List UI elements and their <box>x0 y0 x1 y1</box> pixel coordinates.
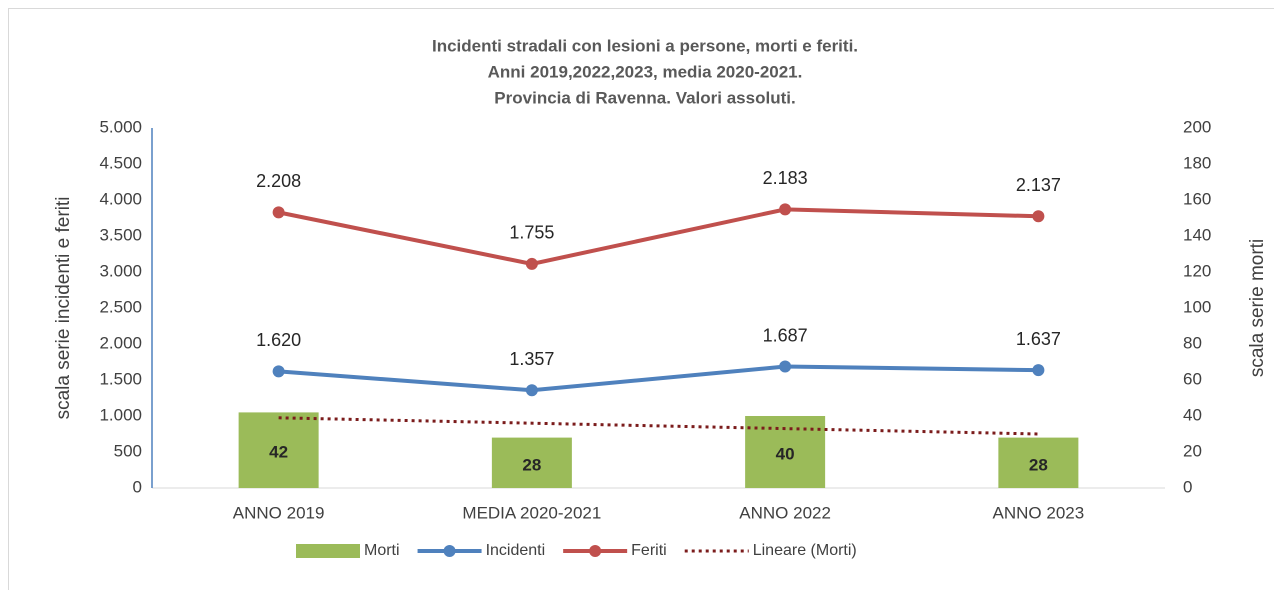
y2-tick-label: 60 <box>1183 369 1202 388</box>
y2-tick-label: 80 <box>1183 333 1202 352</box>
line-point <box>779 203 792 216</box>
bar-label: 42 <box>269 443 288 462</box>
y-tick-label: 2.000 <box>99 333 142 352</box>
legend-swatch <box>443 545 456 557</box>
line-point <box>1032 364 1045 377</box>
line-point <box>1032 210 1045 223</box>
legend-label: Morti <box>364 542 400 559</box>
line <box>278 364 1039 393</box>
y-tick-label: 1.500 <box>99 369 142 388</box>
legend-label: Incidenti <box>486 542 546 559</box>
line <box>278 207 1039 266</box>
bar <box>998 437 1079 488</box>
bar-label: 28 <box>1029 455 1048 474</box>
chart-frame <box>8 8 1274 590</box>
chart-title: Incidenti stradali con lesioni a persone… <box>432 36 858 55</box>
y2-tick-label: 40 <box>1183 405 1202 424</box>
y2-tick-label: 100 <box>1183 297 1211 316</box>
data-label: 1.687 <box>763 325 808 345</box>
y2-tick-label: 0 <box>1183 477 1192 496</box>
bar-label: 28 <box>522 455 541 474</box>
y-tick-label: 1.000 <box>99 405 142 424</box>
legend-label: Feriti <box>631 542 667 559</box>
legend-swatch <box>296 544 360 558</box>
y2-tick-label: 160 <box>1183 189 1211 208</box>
data-label: 1.357 <box>509 349 554 369</box>
y-tick-label: 3.000 <box>99 261 142 280</box>
chart-title: Provincia di Ravenna. Valori assoluti. <box>494 88 795 107</box>
data-label: 1.755 <box>509 223 554 243</box>
bar-label: 40 <box>776 444 795 463</box>
y2-tick-label: 120 <box>1183 261 1211 280</box>
y2-tick-label: 180 <box>1183 153 1211 172</box>
line-point <box>525 384 538 397</box>
data-label: 2.208 <box>256 171 301 191</box>
line-point <box>272 365 285 378</box>
y-tick-label: 500 <box>114 441 142 460</box>
line-point <box>272 206 285 219</box>
y2-tick-label: 200 <box>1183 117 1211 136</box>
y2-tick-label: 140 <box>1183 225 1211 244</box>
y-tick-label: 0 <box>133 477 142 496</box>
y2-axis-title: scala serie morti <box>1247 239 1268 377</box>
bar <box>238 412 319 488</box>
data-label: 1.620 <box>256 330 301 350</box>
x-tick-label: MEDIA 2020-2021 <box>462 503 601 522</box>
x-tick-label: ANNO 2022 <box>739 503 831 522</box>
trendline <box>278 416 1039 436</box>
legend-swatch <box>589 545 602 557</box>
y-tick-label: 4.000 <box>99 189 142 208</box>
x-tick-label: ANNO 2019 <box>233 503 325 522</box>
x-tick-label: ANNO 2023 <box>993 503 1085 522</box>
y-axis-title: scala serie incidenti e feriti <box>53 197 74 420</box>
y2-tick-label: 20 <box>1183 441 1202 460</box>
legend-label: Lineare (Morti) <box>753 542 857 559</box>
line-point <box>525 257 538 270</box>
y-tick-label: 4.500 <box>99 153 142 172</box>
line-point <box>779 360 792 373</box>
chart-title: Anni 2019,2022,2023, media 2020-2021. <box>488 62 803 81</box>
data-label: 2.183 <box>763 168 808 188</box>
y-tick-label: 5.000 <box>99 117 142 136</box>
bar <box>491 437 572 488</box>
y-tick-label: 2.500 <box>99 297 142 316</box>
data-label: 1.637 <box>1016 329 1061 349</box>
y-tick-label: 3.500 <box>99 225 142 244</box>
data-label: 2.137 <box>1016 175 1061 195</box>
